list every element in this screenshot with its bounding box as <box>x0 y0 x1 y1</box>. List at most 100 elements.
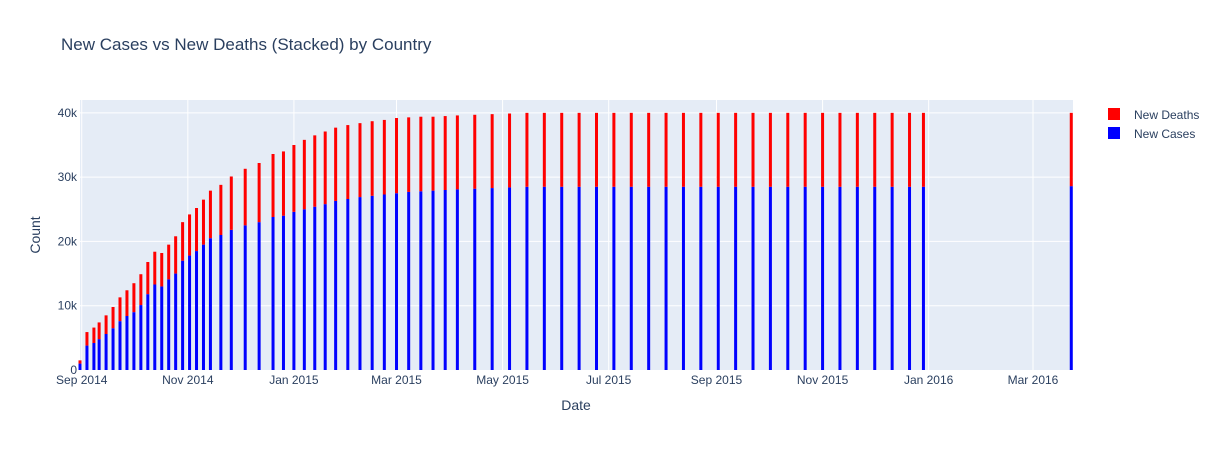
bar-new-cases[interactable] <box>508 187 512 370</box>
bar-new-cases[interactable] <box>490 188 494 370</box>
bar-new-deaths[interactable] <box>908 112 912 187</box>
bar-new-cases[interactable] <box>92 343 96 370</box>
legend-item-new-deaths[interactable]: New Deaths <box>1108 108 1199 122</box>
bar-new-deaths[interactable] <box>734 112 738 187</box>
bar-new-cases[interactable] <box>542 186 546 370</box>
bar-new-cases[interactable] <box>195 251 199 370</box>
bar-new-deaths[interactable] <box>358 123 362 198</box>
bar-new-cases[interactable] <box>786 186 790 370</box>
bar-new-cases[interactable] <box>560 186 564 370</box>
bar-new-deaths[interactable] <box>751 112 755 187</box>
bar-new-cases[interactable] <box>85 345 89 370</box>
bar-new-deaths[interactable] <box>181 222 185 261</box>
bar-new-cases[interactable] <box>1069 186 1073 370</box>
bar-new-cases[interactable] <box>612 186 616 370</box>
bar-new-deaths[interactable] <box>243 168 247 226</box>
bar-new-cases[interactable] <box>302 209 306 370</box>
bar-new-cases[interactable] <box>146 294 150 370</box>
bar-new-deaths[interactable] <box>370 121 374 196</box>
bar-new-cases[interactable] <box>647 186 651 370</box>
bar-new-deaths[interactable] <box>195 208 199 252</box>
bar-new-deaths[interactable] <box>229 176 233 230</box>
bar-new-deaths[interactable] <box>132 283 136 313</box>
bar-new-deaths[interactable] <box>219 184 223 235</box>
bar-new-cases[interactable] <box>346 199 350 370</box>
bar-new-deaths[interactable] <box>890 112 894 187</box>
bar-new-cases[interactable] <box>334 200 338 370</box>
bar-new-cases[interactable] <box>111 328 115 370</box>
bar-new-cases[interactable] <box>139 305 143 370</box>
bar-new-cases[interactable] <box>243 225 247 370</box>
bar-new-cases[interactable] <box>395 193 399 370</box>
bar-new-cases[interactable] <box>855 186 859 370</box>
bar-new-deaths[interactable] <box>125 290 129 316</box>
bar-new-deaths[interactable] <box>281 151 285 216</box>
bar-new-deaths[interactable] <box>208 190 212 239</box>
bar-new-deaths[interactable] <box>647 112 651 187</box>
bar-new-deaths[interactable] <box>292 145 296 212</box>
bar-new-deaths[interactable] <box>921 112 925 187</box>
bar-new-deaths[interactable] <box>629 112 633 187</box>
bar-new-deaths[interactable] <box>768 112 772 187</box>
bar-new-cases[interactable] <box>768 186 772 370</box>
bar-new-cases[interactable] <box>174 273 178 370</box>
bar-new-deaths[interactable] <box>78 360 82 364</box>
bar-new-deaths[interactable] <box>257 163 261 223</box>
bar-new-cases[interactable] <box>271 217 275 370</box>
bar-new-cases[interactable] <box>118 321 122 370</box>
bar-new-cases[interactable] <box>419 191 423 370</box>
bar-new-deaths[interactable] <box>271 154 275 217</box>
bar-new-deaths[interactable] <box>786 112 790 187</box>
bar-new-deaths[interactable] <box>1069 112 1073 187</box>
bar-new-cases[interactable] <box>455 189 459 370</box>
bar-new-deaths[interactable] <box>407 117 411 192</box>
bar-new-deaths[interactable] <box>455 115 459 190</box>
bar-new-deaths[interactable] <box>560 112 564 187</box>
bar-new-cases[interactable] <box>313 206 317 370</box>
bar-new-cases[interactable] <box>188 255 192 370</box>
bar-new-cases[interactable] <box>370 195 374 370</box>
bar-new-cases[interactable] <box>167 279 171 370</box>
bar-new-cases[interactable] <box>78 363 82 370</box>
bar-new-deaths[interactable] <box>577 112 581 187</box>
bar-new-cases[interactable] <box>382 194 386 371</box>
bar-new-cases[interactable] <box>281 215 285 370</box>
bar-new-deaths[interactable] <box>334 127 338 201</box>
bar-new-cases[interactable] <box>838 186 842 370</box>
bar-new-deaths[interactable] <box>85 332 89 346</box>
bar-new-cases[interactable] <box>751 186 755 370</box>
bar-new-cases[interactable] <box>699 186 703 370</box>
bar-new-deaths[interactable] <box>508 113 512 188</box>
bar-new-deaths[interactable] <box>160 253 164 287</box>
bar-new-deaths[interactable] <box>313 135 317 207</box>
bar-new-deaths[interactable] <box>167 244 171 280</box>
bar-new-cases[interactable] <box>292 211 296 370</box>
bar-new-deaths[interactable] <box>821 112 825 187</box>
bar-new-deaths[interactable] <box>188 214 192 256</box>
bar-new-cases[interactable] <box>181 260 185 370</box>
bar-new-cases[interactable] <box>97 339 101 370</box>
bar-new-deaths[interactable] <box>153 251 157 285</box>
bar-new-deaths[interactable] <box>395 118 399 194</box>
bar-new-cases[interactable] <box>229 229 233 370</box>
bar-new-deaths[interactable] <box>612 112 616 187</box>
bar-new-deaths[interactable] <box>594 112 598 187</box>
bar-new-deaths[interactable] <box>419 116 423 192</box>
bar-new-cases[interactable] <box>577 186 581 370</box>
bar-new-cases[interactable] <box>219 235 223 370</box>
bar-new-cases[interactable] <box>908 186 912 370</box>
bar-new-cases[interactable] <box>821 186 825 370</box>
bar-new-deaths[interactable] <box>346 125 350 199</box>
bar-new-deaths[interactable] <box>111 307 115 329</box>
bar-new-deaths[interactable] <box>118 297 122 322</box>
bar-new-cases[interactable] <box>407 191 411 370</box>
bar-new-deaths[interactable] <box>201 199 205 245</box>
bar-new-deaths[interactable] <box>838 112 842 187</box>
bar-new-cases[interactable] <box>681 186 685 370</box>
bar-new-deaths[interactable] <box>542 112 546 187</box>
bar-new-cases[interactable] <box>201 244 205 370</box>
bar-new-deaths[interactable] <box>104 315 108 334</box>
bar-new-cases[interactable] <box>125 316 129 370</box>
bar-new-cases[interactable] <box>629 186 633 370</box>
bar-new-cases[interactable] <box>873 186 877 370</box>
